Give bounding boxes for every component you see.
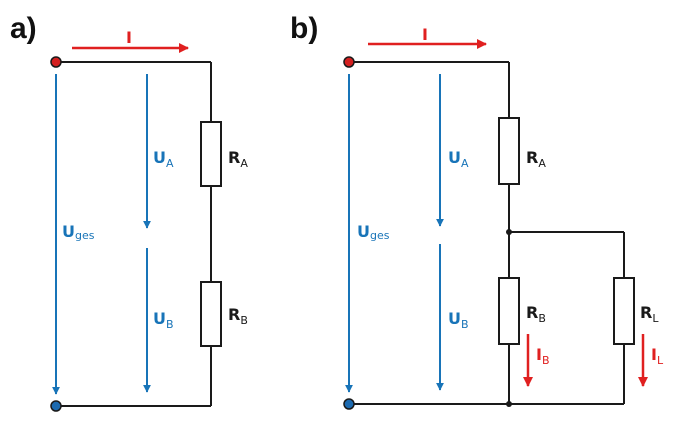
- panel-b-ub-label: UB: [448, 309, 469, 331]
- panel-b-resistor-rl: [613, 277, 635, 345]
- panel-b-current-label: I: [422, 25, 428, 44]
- panel-a-terminal-top: [50, 56, 62, 68]
- panel-b-junction-top: [506, 229, 512, 235]
- panel-a-current-label: I: [126, 28, 132, 47]
- panel-a-label: a): [10, 12, 37, 45]
- panel-b-ib-label: IB: [536, 345, 550, 367]
- panel-b-terminal-top: [343, 56, 355, 68]
- panel-a-resistor-rb: [200, 281, 222, 347]
- panel-b-resistor-ra: [498, 117, 520, 185]
- panel-b-ra-label: RA: [526, 148, 546, 170]
- panel-a-uges-label: Uges: [62, 222, 95, 242]
- panel-b-junction-bottom: [506, 401, 512, 407]
- panel-a: a) I Uges UA UB RA RB: [10, 12, 248, 412]
- panel-a-ub-label: UB: [153, 309, 174, 331]
- panel-a-rb-label: RB: [228, 305, 248, 327]
- panel-b-resistor-rb: [498, 277, 520, 345]
- panel-b-uges-label: Uges: [357, 222, 390, 242]
- panel-b: b) I Uges UA UB RA RB: [290, 12, 664, 410]
- panel-a-ra-label: RA: [228, 148, 248, 170]
- panel-b-terminal-bottom: [343, 398, 355, 410]
- panel-b-rl-label: RL: [640, 303, 659, 325]
- panel-a-ua-label: UA: [153, 148, 174, 170]
- panel-b-il-label: IL: [651, 345, 664, 367]
- panel-a-resistor-ra: [200, 121, 222, 187]
- panel-a-terminal-bottom: [50, 400, 62, 412]
- panel-b-rb-label: RB: [526, 303, 546, 325]
- panel-b-label: b): [290, 12, 318, 45]
- panel-b-ua-label: UA: [448, 148, 469, 170]
